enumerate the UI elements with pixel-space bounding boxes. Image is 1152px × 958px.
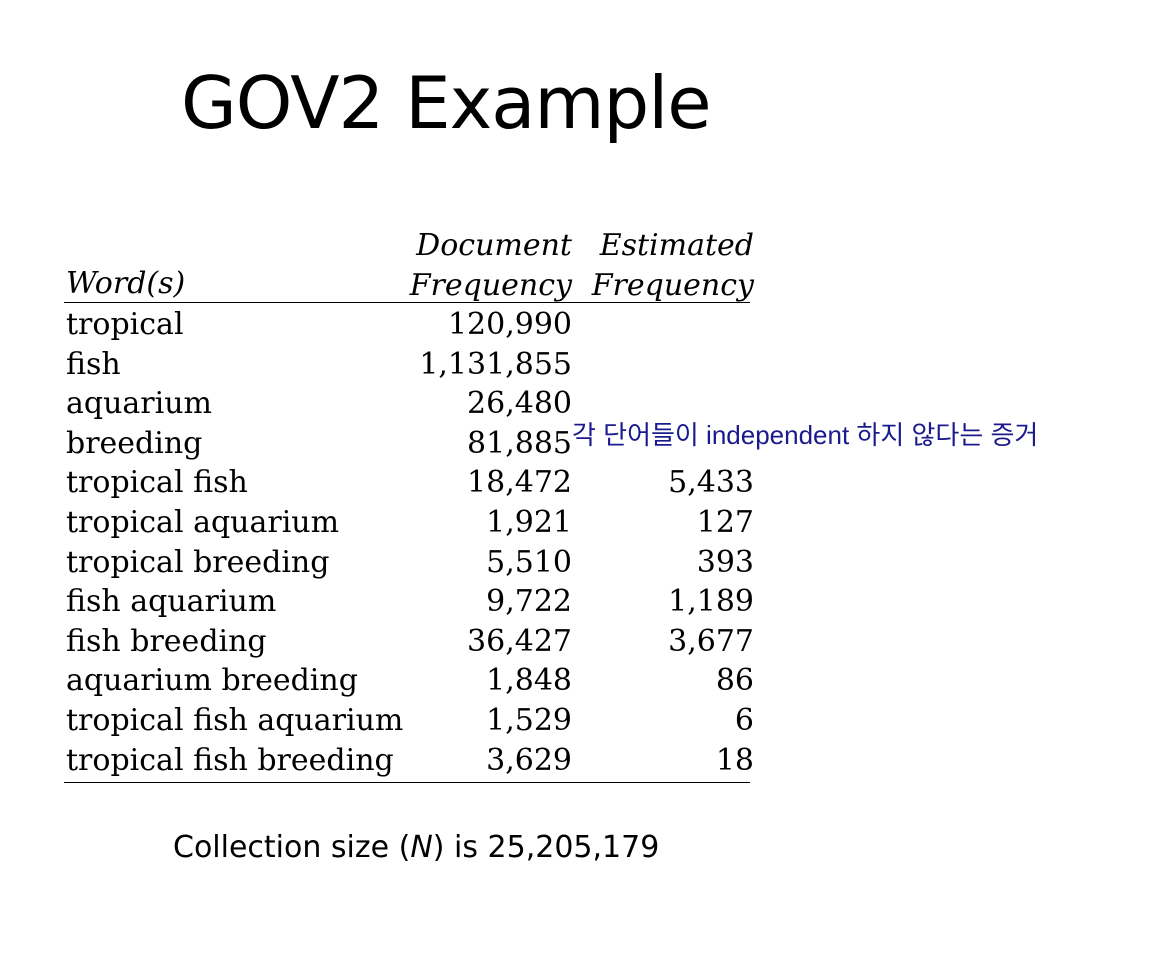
cell-estimated-frequency: 18 [715,742,754,778]
cell-word: tropical fish aquarium [66,702,404,738]
table-row: tropical fish aquarium 1,529 6 [64,701,754,741]
header-est-line1: Estimated [599,228,754,263]
cell-word: fish aquarium [66,584,277,620]
table-row: fish aquarium 9,722 1,189 [64,582,754,622]
table-row: aquarium breeding 1,848 86 [64,661,754,701]
table-row: tropical aquarium 1,921 127 [64,503,754,543]
annotation-note: 각 단어들이 independent 하지 않다는 증거 [572,420,1039,450]
collection-size-note: Collection size (N) is 25,205,179 [173,826,659,870]
header-doc-line1: Document [416,228,572,263]
table-header: Word(s) Document Frequency Estimated Fre… [64,226,754,306]
cell-word: tropical fish [66,465,248,501]
cell-document-frequency: 81,885 [467,425,572,461]
cell-estimated-frequency: 5,433 [668,465,754,501]
cell-word: breeding [66,425,203,461]
cell-document-frequency: 1,921 [486,504,572,540]
cell-estimated-frequency: 6 [734,702,754,738]
cell-document-frequency: 18,472 [467,465,572,501]
cell-word: tropical breeding [66,544,330,580]
table-row: tropical fish breeding 3,629 18 [64,741,754,781]
cell-word: aquarium breeding [66,663,358,699]
cell-estimated-frequency: 393 [696,544,754,580]
cell-estimated-frequency: 3,677 [668,623,754,659]
header-est-line2: Frequency [591,268,754,303]
table-bottom-rule [64,782,750,784]
collection-size-suffix: ) is 25,205,179 [432,830,660,865]
collection-size-prefix: Collection size ( [173,830,411,865]
cell-word: tropical aquarium [66,504,340,540]
header-doc-line2: Frequency [409,268,572,303]
slide-title: GOV2 Example [181,61,712,145]
cell-estimated-frequency: 127 [696,504,754,540]
cell-document-frequency: 36,427 [467,623,572,659]
table-row: tropical 120,990 [64,305,750,345]
header-words: Word(s) [66,266,186,301]
cell-document-frequency: 9,722 [486,584,572,620]
cell-word: tropical [66,307,184,342]
cell-word: fish [66,346,121,382]
cell-document-frequency: 1,131,855 [419,346,572,382]
table-row: fish 1,131,855 [64,345,750,385]
table-row: breeding 81,885 [64,424,750,464]
cell-word: tropical fish breeding [66,742,394,778]
cell-estimated-frequency: 1,189 [668,584,754,620]
table-row: tropical breeding 5,510 393 [64,543,754,583]
table-row: aquarium 26,480 [64,384,750,424]
header-estimated-frequency: Estimated Frequency [592,226,754,306]
cell-document-frequency: 120,990 [447,307,572,342]
cell-estimated-frequency: 86 [715,663,754,699]
cell-word: fish breeding [66,623,267,659]
table-body: tropical 120,990 fish 1,131,855 aquarium 26,4… [64,305,754,781]
table-row: tropical fish 18,472 5,433 [64,463,754,503]
cell-document-frequency: 1,529 [486,702,572,738]
collection-size-variable: N [410,830,433,865]
cell-document-frequency: 3,629 [486,742,572,778]
cell-document-frequency: 5,510 [486,544,572,580]
cell-document-frequency: 26,480 [467,386,572,422]
frequency-table: Word(s) Document Frequency Estimated Fre… [64,226,754,784]
table-row: fish breeding 36,427 3,677 [64,622,754,662]
header-document-frequency: Document Frequency [410,226,572,306]
cell-document-frequency: 1,848 [486,663,572,699]
cell-word: aquarium [66,386,213,422]
